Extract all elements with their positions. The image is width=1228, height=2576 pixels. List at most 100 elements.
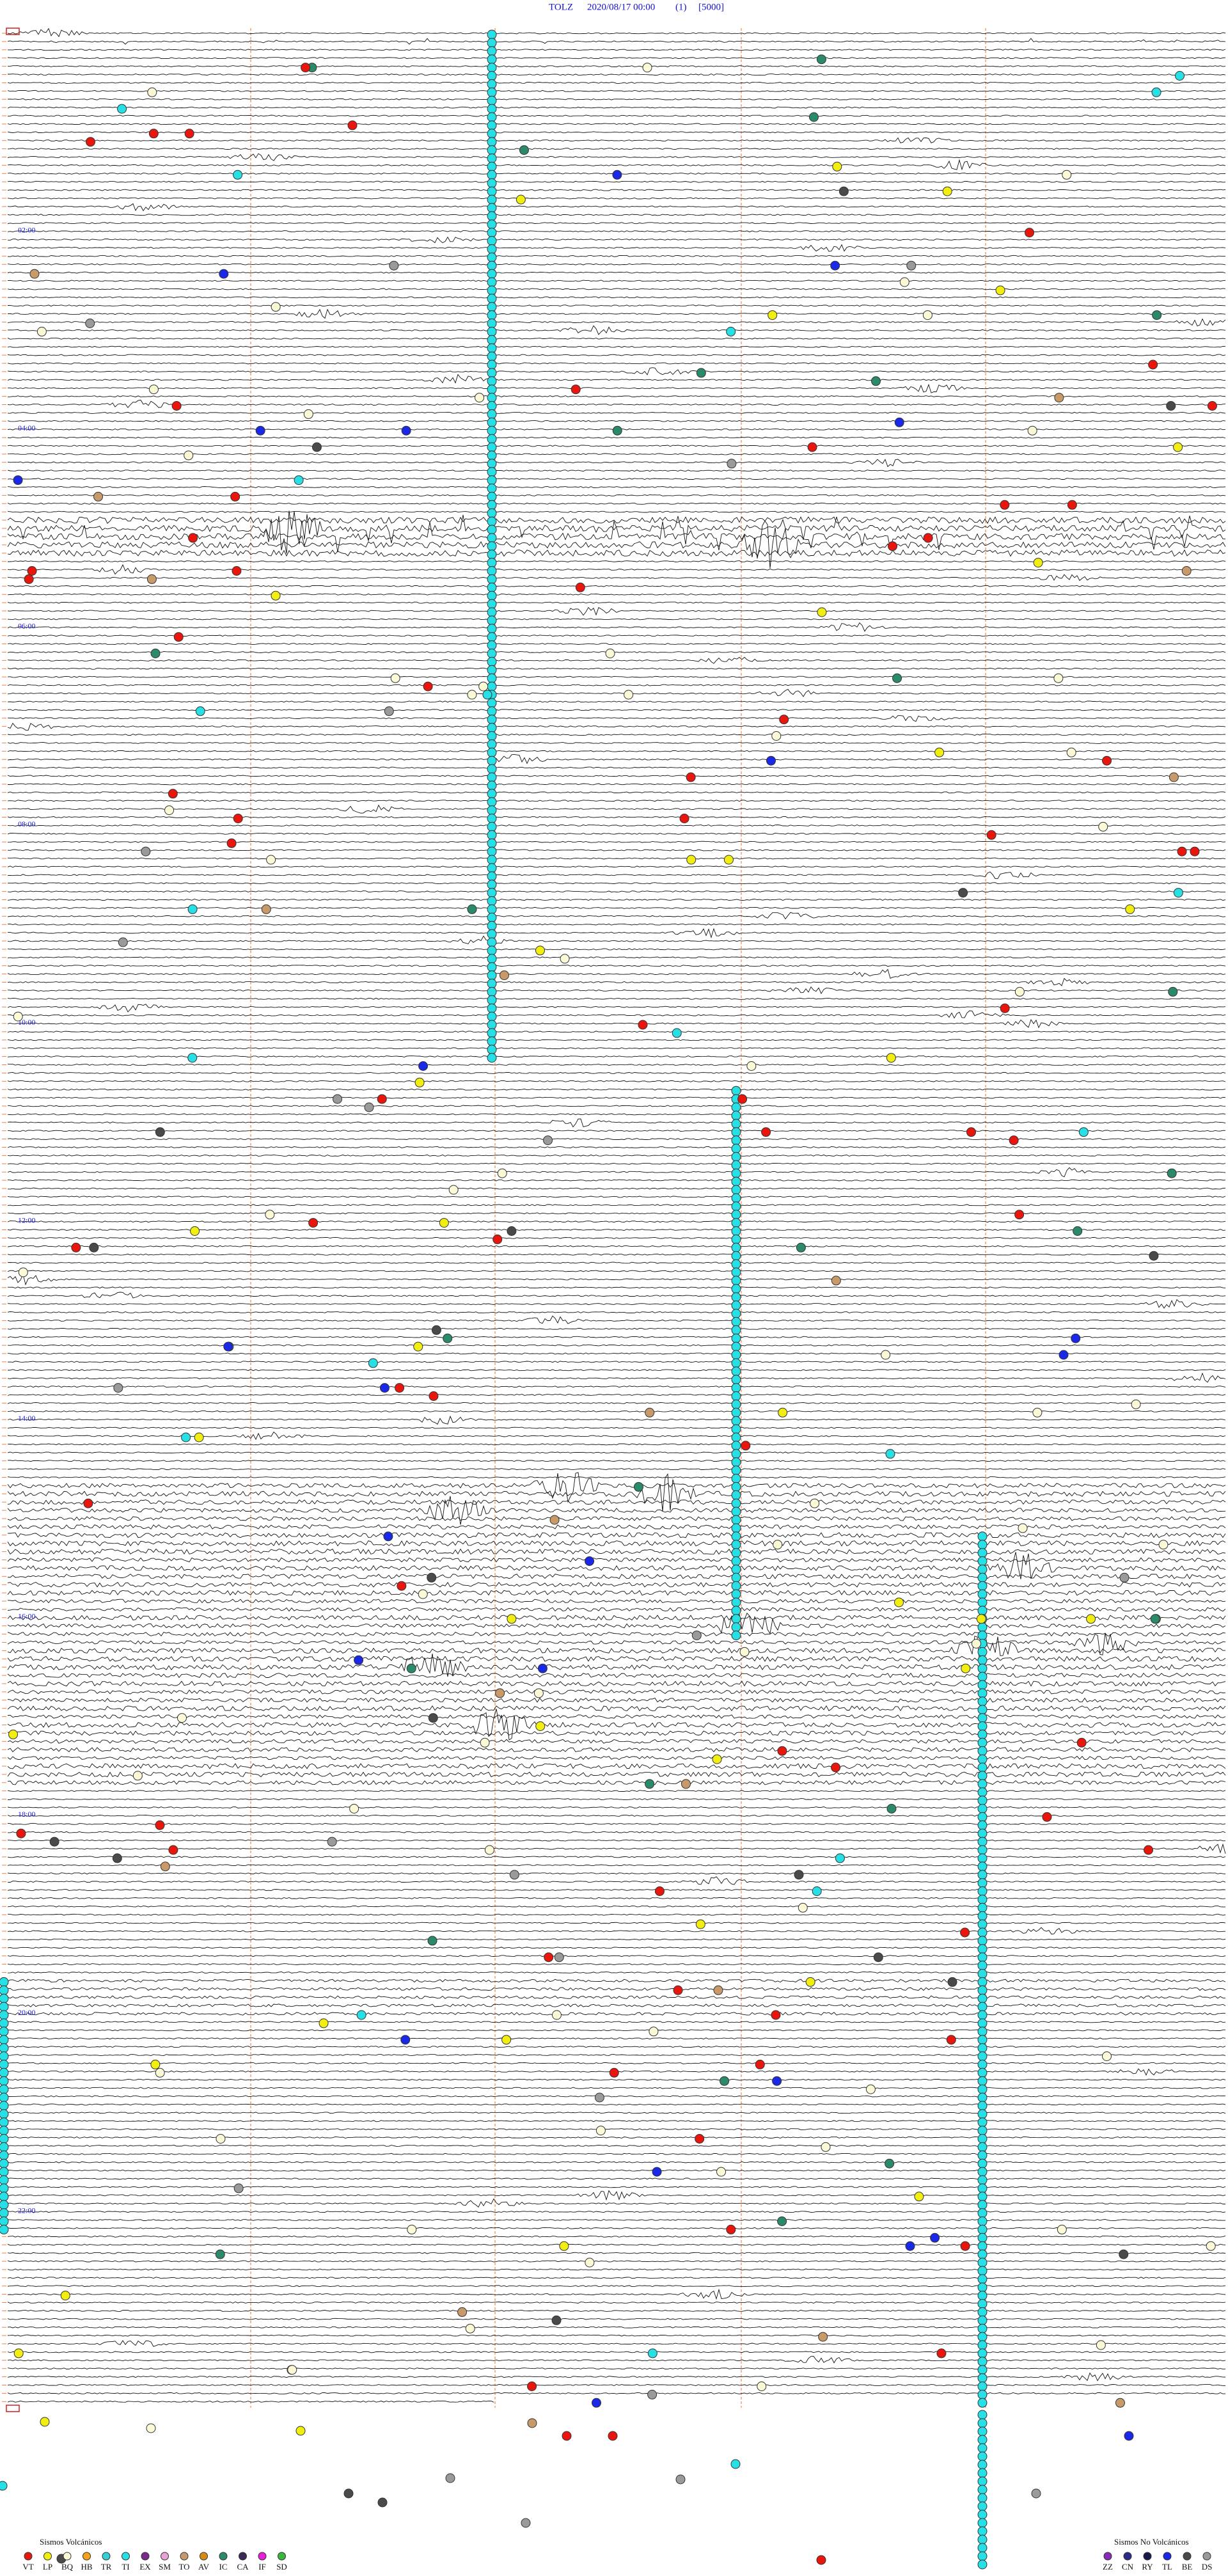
event-marker (977, 1787, 988, 1798)
trace (7, 1581, 1226, 1588)
event-marker (164, 805, 175, 816)
event-marker (977, 1886, 988, 1896)
event-marker (977, 1927, 988, 1938)
event-marker (487, 921, 497, 931)
event-marker (487, 219, 497, 230)
event-marker (767, 310, 778, 320)
event-marker (487, 615, 497, 626)
event-marker (731, 1127, 741, 1137)
event-marker (194, 1432, 204, 1442)
event-marker (1167, 1168, 1177, 1178)
trace (7, 180, 1226, 183)
trace (8, 2053, 1226, 2056)
event-marker (554, 1952, 564, 1963)
event-marker (1169, 772, 1179, 782)
event-marker (487, 821, 497, 832)
trace (7, 857, 1226, 860)
event-marker (977, 1993, 988, 2003)
event-marker (487, 896, 497, 906)
event-marker (681, 1779, 691, 1789)
event-marker (761, 1127, 771, 1137)
trace (7, 2037, 1226, 2040)
trace (7, 510, 1226, 513)
event-marker (487, 533, 497, 543)
event-marker (1168, 986, 1178, 997)
event-marker (487, 970, 497, 981)
trace (7, 345, 1226, 348)
event-marker (731, 1267, 741, 1277)
trace (7, 1361, 1226, 1363)
trace (7, 948, 1226, 951)
event-marker (977, 1961, 988, 1971)
trace (7, 585, 1226, 587)
event-marker (487, 549, 497, 560)
event-marker (977, 2249, 988, 2259)
trace (7, 1039, 1226, 1041)
event-marker (731, 1375, 741, 1385)
event-marker (418, 1061, 429, 1071)
trace (7, 411, 1226, 414)
event-marker (1018, 1523, 1028, 1533)
event-marker (487, 161, 497, 171)
trace (7, 2103, 1226, 2106)
trace (7, 1473, 1226, 1512)
trace (7, 383, 1226, 393)
trace (7, 1130, 1226, 1132)
event-marker (487, 120, 497, 130)
event-marker (0, 2142, 9, 2152)
event-marker (649, 2027, 659, 2037)
event-marker (215, 2249, 225, 2259)
event-marker (966, 1127, 976, 1137)
event-marker (1101, 2051, 1112, 2061)
trace (7, 741, 1226, 744)
event-marker (894, 417, 904, 427)
event-marker (977, 2485, 988, 2495)
event-marker (923, 533, 933, 543)
trace (7, 2372, 1226, 2382)
event-marker (977, 2167, 988, 2177)
event-marker (497, 1168, 507, 1178)
event-marker (977, 1853, 988, 1863)
event-marker (977, 1671, 988, 1682)
event-marker (1149, 1251, 1159, 1261)
event-marker (478, 681, 489, 691)
trace (8, 74, 1226, 76)
event-marker (977, 2076, 988, 2086)
event-marker (487, 656, 497, 667)
event-marker (977, 1540, 988, 1550)
event-marker (487, 459, 497, 469)
event-marker (0, 2018, 9, 2028)
event-marker (1071, 1333, 1081, 1343)
event-marker (977, 2551, 988, 2561)
trace (7, 715, 1226, 722)
event-marker (487, 880, 497, 890)
event-marker (190, 1226, 200, 1236)
event-marker (766, 755, 776, 766)
event-marker (1177, 846, 1187, 857)
event-marker (487, 54, 497, 65)
event-marker (771, 2010, 781, 2020)
trace (7, 1843, 1226, 1854)
event-marker (487, 558, 497, 568)
event-marker (977, 1531, 988, 1542)
event-marker (731, 1242, 741, 1252)
event-marker (731, 1292, 741, 1302)
event-marker (418, 1589, 428, 1599)
event-marker (977, 2126, 988, 2136)
event-marker (737, 1094, 748, 1104)
trace (7, 470, 1226, 472)
event-marker (487, 599, 497, 609)
event-marker (487, 154, 497, 163)
trace (7, 1031, 1226, 1033)
hour-labels: 02:00 04:00 06:00 08:00 10:00 12:00 14:00 16:00… (18, 225, 35, 2215)
event-marker (977, 2216, 988, 2226)
trace (8, 115, 1226, 117)
event-marker (507, 1614, 517, 1624)
event-marker (642, 63, 652, 73)
event-marker (731, 1407, 741, 1418)
event-marker (977, 2059, 988, 2069)
trace (7, 2252, 1226, 2254)
event-marker (817, 607, 827, 617)
event-marker (487, 937, 497, 947)
event-marker (647, 2389, 657, 2399)
